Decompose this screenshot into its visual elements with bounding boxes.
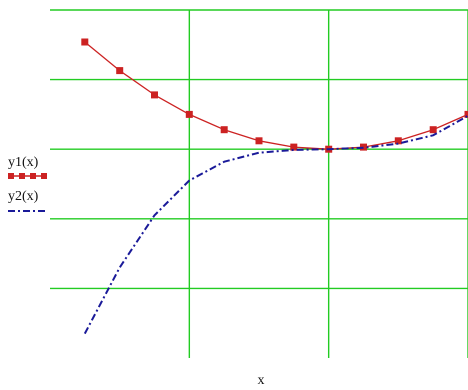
series-layer <box>81 38 468 335</box>
data-point-series-1 <box>185 110 193 118</box>
data-point-series-1 <box>151 91 158 99</box>
data-point-series-1 <box>464 110 468 118</box>
data-point-series-1 <box>394 137 402 145</box>
legend-marker-y1 <box>8 173 14 179</box>
legend-marker-y1 <box>19 173 25 179</box>
data-point-series-1 <box>81 38 89 46</box>
legend-marker-y1 <box>30 173 36 179</box>
data-point-series-1 <box>290 143 298 151</box>
data-point-series-1 <box>255 137 263 145</box>
data-point-series-1 <box>429 126 437 134</box>
legend-label-y1: y1(x) <box>8 155 39 170</box>
data-point-series-1 <box>116 67 124 75</box>
data-point-series-1 <box>360 143 367 151</box>
legend: y1(x) y2(x) <box>8 155 47 212</box>
legend-marker-y1 <box>41 173 47 179</box>
x-axis-label: x <box>258 373 265 388</box>
series-line-1 <box>84 41 468 150</box>
legend-label-y2: y2(x) <box>8 189 39 204</box>
series-line-2 <box>83 114 468 335</box>
grid <box>50 9 468 358</box>
data-point-series-1 <box>220 126 228 134</box>
